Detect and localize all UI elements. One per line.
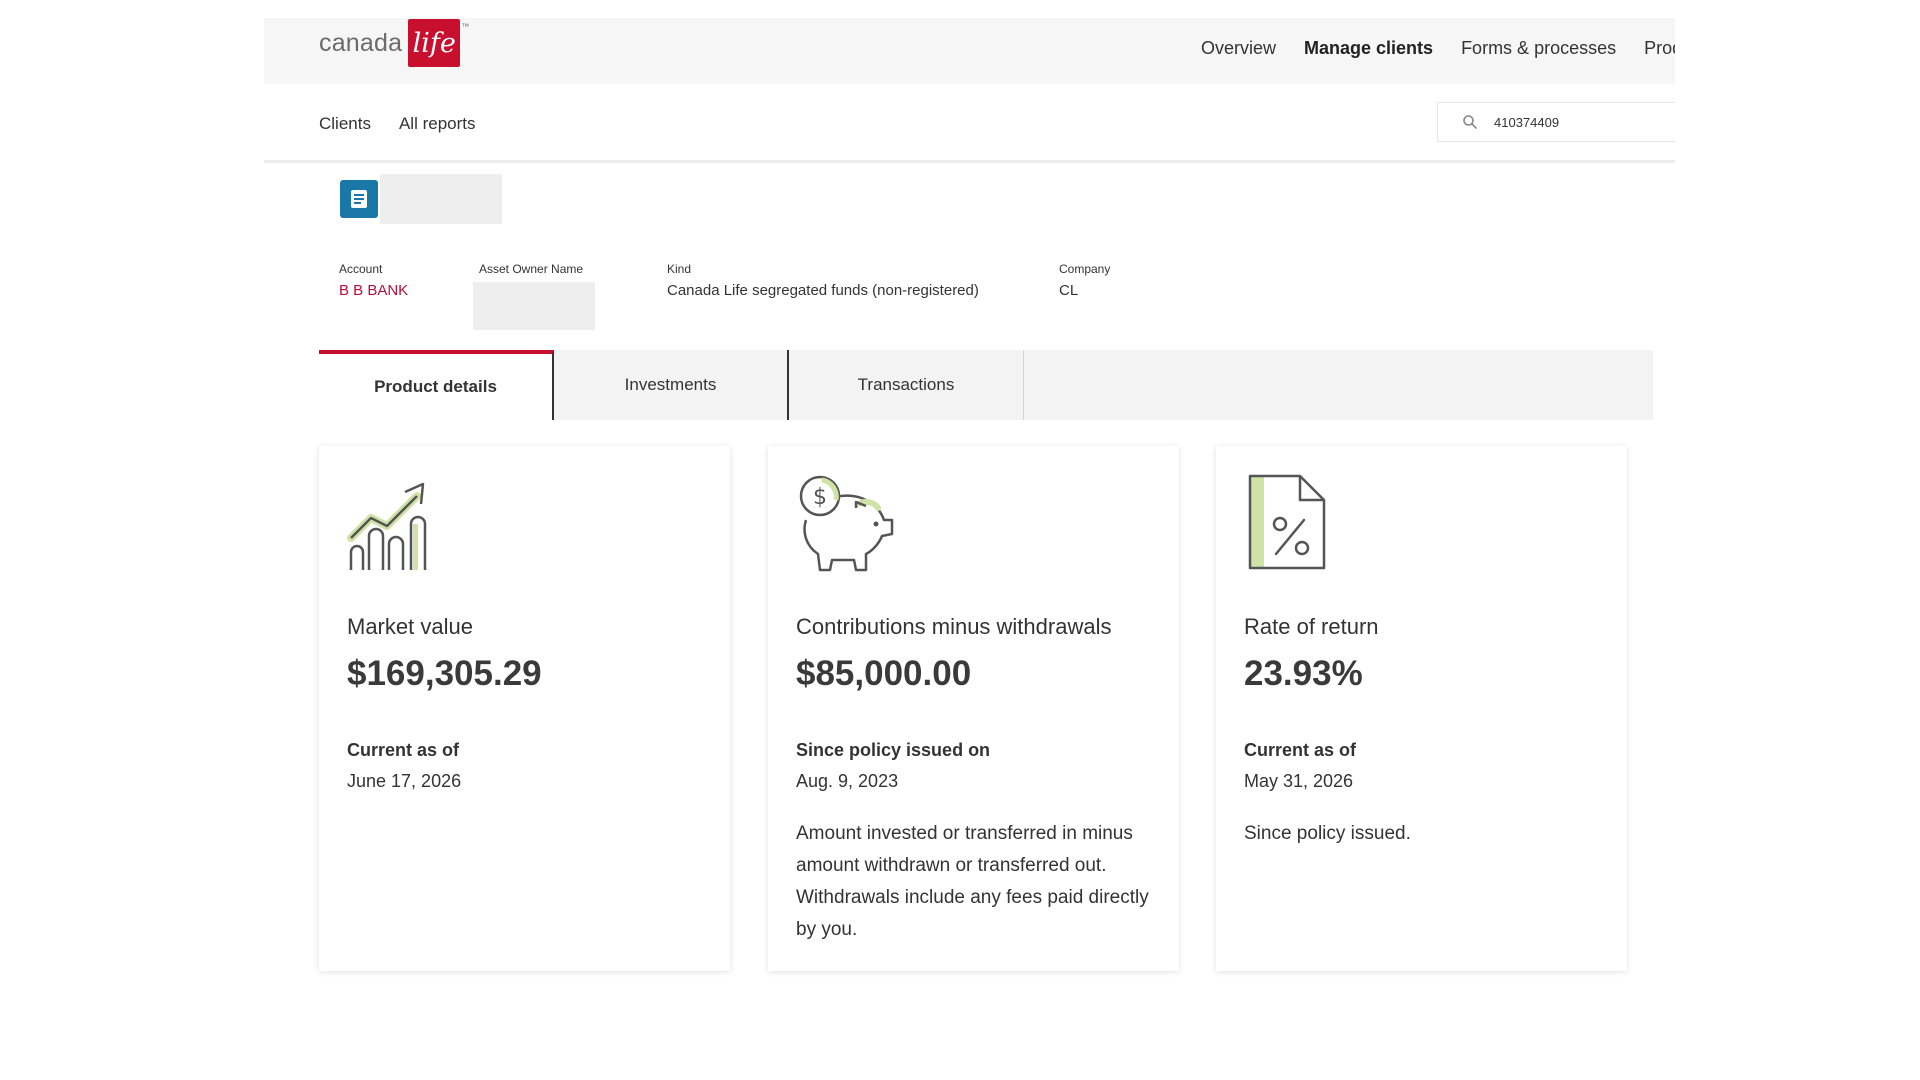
company-info: Company CL bbox=[1059, 262, 1110, 299]
redacted-account-title bbox=[380, 174, 502, 224]
card-description: Since policy issued. bbox=[1244, 823, 1411, 844]
growth-chart-icon bbox=[347, 482, 427, 570]
kind-label: Kind bbox=[667, 262, 692, 276]
card-date: May 31, 2026 bbox=[1244, 771, 1354, 791]
market-value-card: Market value $169,305.29 Current as of J… bbox=[319, 446, 730, 971]
card-value: $85,000.00 bbox=[796, 654, 972, 693]
tab-investments[interactable]: Investments bbox=[554, 350, 789, 420]
owner-label: Asset Owner Name bbox=[479, 262, 584, 276]
company-label: Company bbox=[1059, 262, 1111, 276]
card-subtitle: Current as of bbox=[1244, 740, 1357, 760]
sub-nav: Clients All reports bbox=[264, 84, 1675, 163]
contributions-card: $ Contributions minus withdrawals $85,00… bbox=[768, 446, 1179, 971]
nav-overview[interactable]: Overview bbox=[1201, 38, 1277, 58]
top-nav: Overview Manage clients Forms & processe… bbox=[1201, 38, 1675, 59]
card-title: Market value bbox=[347, 614, 473, 639]
kind-info: Kind Canada Life segregated funds (non-r… bbox=[667, 262, 979, 299]
nav-products[interactable]: Products bbox=[1644, 38, 1675, 58]
account-document-icon bbox=[340, 180, 378, 218]
card-subtitle: Since policy issued on bbox=[796, 740, 991, 760]
tab-product-details[interactable]: Product details bbox=[319, 350, 554, 420]
account-label: Account bbox=[339, 262, 383, 276]
search-icon bbox=[1463, 115, 1477, 129]
sub-nav-links: Clients All reports bbox=[319, 114, 504, 134]
subnav-all-reports[interactable]: All reports bbox=[398, 114, 476, 133]
piggy-bank-icon: $ bbox=[799, 475, 894, 572]
nav-forms-processes[interactable]: Forms & processes bbox=[1461, 38, 1617, 58]
card-value: $169,305.29 bbox=[347, 654, 542, 693]
card-title: Contributions minus withdrawals bbox=[796, 614, 1112, 639]
app-frame: canada life ™ Overview Manage clients Fo… bbox=[264, 18, 1675, 163]
percent-document-icon bbox=[1248, 474, 1326, 570]
search-box[interactable] bbox=[1437, 102, 1675, 142]
card-value: 23.93% bbox=[1244, 654, 1363, 693]
subnav-clients[interactable]: Clients bbox=[319, 114, 371, 133]
top-bar: canada life ™ Overview Manage clients Fo… bbox=[264, 18, 1675, 84]
card-description: Amount invested or transferred in minus … bbox=[796, 823, 1149, 940]
account-value-link[interactable]: B B BANK bbox=[339, 282, 409, 299]
rate-of-return-card: Rate of return 23.93% Current as of May … bbox=[1216, 446, 1627, 971]
redacted-owner-name bbox=[473, 282, 595, 330]
tab-transactions[interactable]: Transactions bbox=[789, 350, 1024, 420]
logo-trademark: ™ bbox=[461, 22, 470, 31]
canada-life-logo[interactable]: canada life ™ bbox=[319, 18, 469, 68]
card-subtitle: Current as of bbox=[347, 740, 460, 760]
card-title: Rate of return bbox=[1244, 614, 1379, 639]
svg-text:$: $ bbox=[813, 485, 827, 510]
logo-text: canada bbox=[319, 28, 403, 57]
kind-value: Canada Life segregated funds (non-regist… bbox=[667, 282, 979, 299]
card-date: June 17, 2026 bbox=[347, 771, 462, 791]
owner-info: Asset Owner Name bbox=[479, 262, 583, 276]
account-info: Account B B BANK bbox=[339, 262, 408, 299]
company-value: CL bbox=[1059, 282, 1079, 299]
nav-manage-clients[interactable]: Manage clients bbox=[1304, 38, 1434, 58]
tab-bar: Product details Investments Transactions bbox=[319, 350, 1653, 420]
card-date: Aug. 9, 2023 bbox=[796, 771, 899, 791]
logo-badge: life bbox=[408, 19, 461, 67]
search-input[interactable] bbox=[1492, 113, 1656, 131]
